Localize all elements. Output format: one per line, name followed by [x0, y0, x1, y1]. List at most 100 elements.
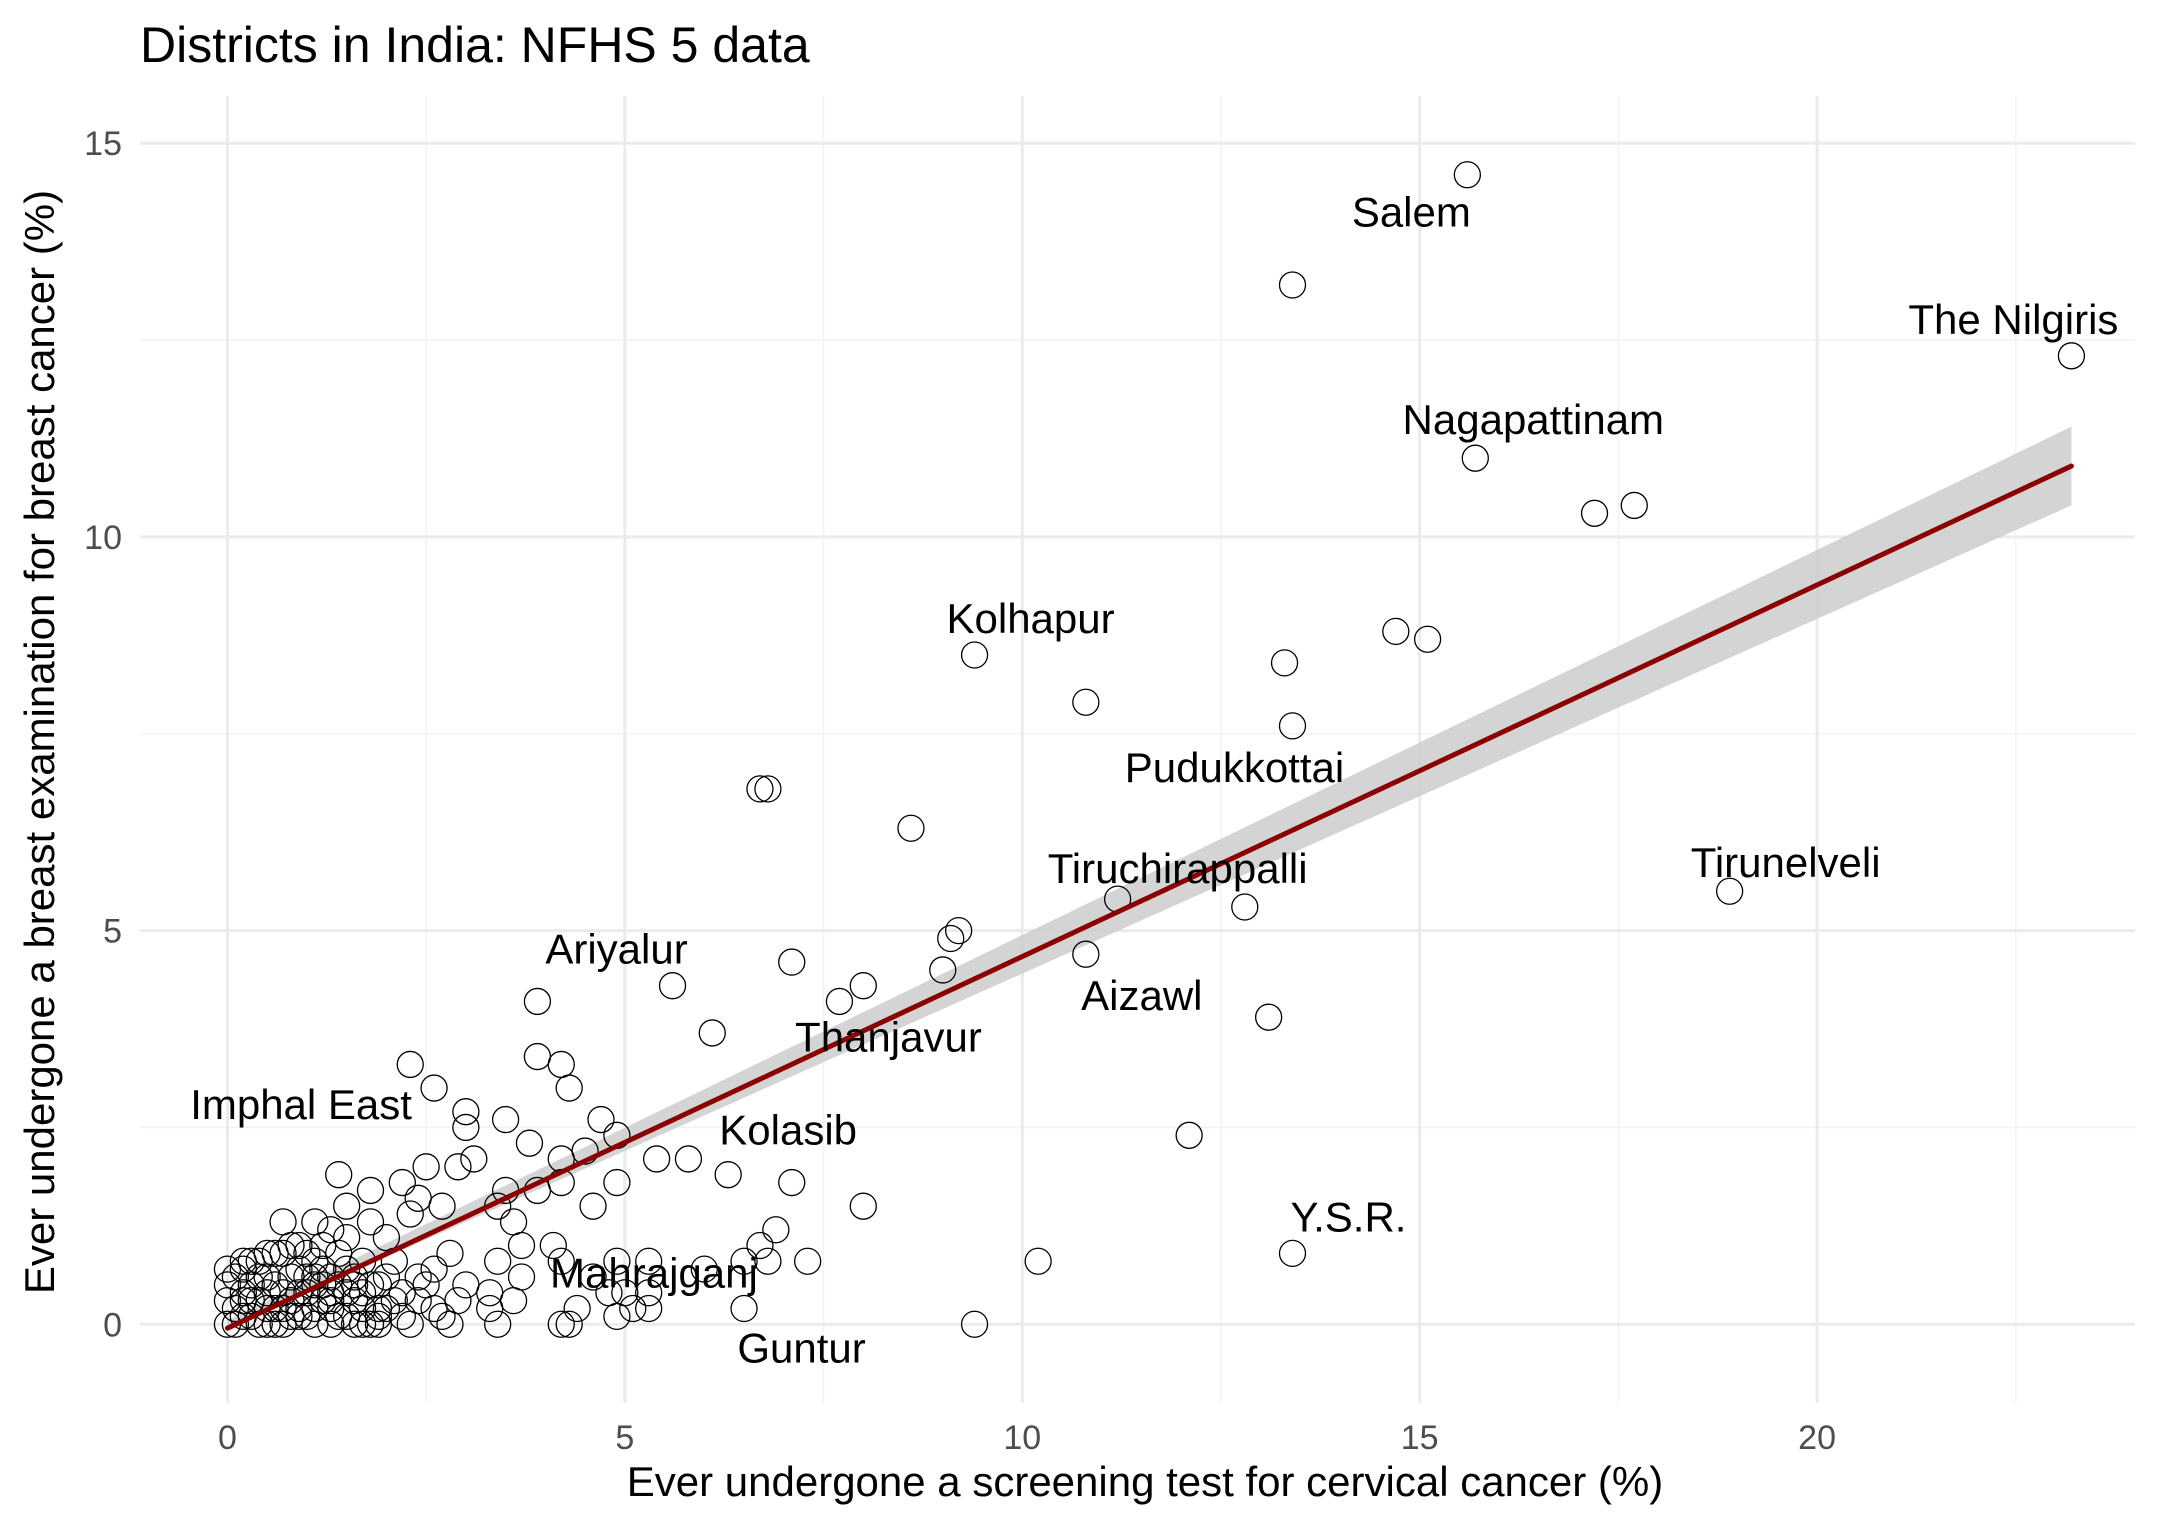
- point-label: Pudukkottai: [1125, 744, 1344, 791]
- x-tick-label: 20: [1798, 1419, 1836, 1457]
- data-point: [388, 1302, 416, 1331]
- point-label: The Nilgiris: [1908, 296, 2118, 343]
- data-point: [428, 1192, 456, 1220]
- point-label: Y.S.R.: [1291, 1193, 1407, 1240]
- data-point: [404, 1286, 432, 1315]
- data-point: [730, 1294, 758, 1323]
- point-label: Kolasib: [719, 1107, 857, 1154]
- data-point: [325, 1161, 353, 1189]
- data-point: [960, 641, 989, 669]
- data-point: [285, 1255, 313, 1283]
- data-point: [269, 1239, 297, 1268]
- data-point: [603, 1302, 631, 1331]
- data-point: [793, 1247, 822, 1275]
- data-point: [356, 1271, 385, 1299]
- data-point: [499, 1208, 528, 1236]
- data-point: [237, 1247, 265, 1275]
- confidence-band-layer: [227, 426, 2072, 1329]
- data-point: [523, 987, 552, 1016]
- data-point: [269, 1208, 297, 1236]
- data-point: [579, 1192, 607, 1220]
- point-label: Thanjavur: [795, 1013, 982, 1060]
- data-point: [420, 1255, 448, 1283]
- confidence-band: [227, 426, 2072, 1329]
- data-point: [356, 1208, 385, 1236]
- data-point: [507, 1263, 536, 1291]
- data-point: [396, 1050, 424, 1079]
- data-point: [253, 1239, 281, 1268]
- data-point: [229, 1247, 257, 1275]
- data-point: [730, 1247, 758, 1275]
- data-point: [444, 1153, 472, 1181]
- y-tick-label: 0: [103, 1306, 122, 1344]
- data-point: [372, 1294, 401, 1323]
- data-point: [285, 1231, 313, 1260]
- data-point: [619, 1294, 647, 1323]
- data-point: [213, 1255, 242, 1283]
- data-point: [825, 987, 854, 1016]
- data-point: [635, 1294, 663, 1323]
- data-point: [547, 1310, 575, 1338]
- data-point: [356, 1310, 385, 1338]
- data-point: [340, 1271, 369, 1299]
- x-tick-label: 10: [1003, 1419, 1041, 1457]
- data-point: [1254, 1003, 1283, 1031]
- data-point: [356, 1176, 385, 1205]
- y-tick-label: 15: [84, 125, 122, 163]
- data-point: [301, 1294, 329, 1323]
- data-point: [897, 814, 925, 842]
- data-point: [579, 1263, 607, 1291]
- data-point: [476, 1294, 504, 1323]
- point-label: Mahrajganj: [550, 1250, 758, 1297]
- y-tick-label: 5: [103, 913, 122, 951]
- data-point: [1413, 625, 1442, 653]
- data-point: [587, 1105, 615, 1134]
- data-point: [2057, 342, 2086, 370]
- data-point: [333, 1224, 361, 1252]
- data-point: [396, 1200, 424, 1228]
- grid: [140, 96, 2135, 1403]
- data-point: [372, 1263, 401, 1291]
- point-label: Salem: [1352, 189, 1471, 236]
- data-point: [746, 775, 774, 803]
- data-point: [484, 1247, 512, 1275]
- data-point: [484, 1310, 512, 1338]
- x-tick-label: 0: [218, 1419, 237, 1457]
- point-label: Tiruchirappalli: [1048, 845, 1308, 892]
- data-point: [348, 1279, 377, 1307]
- data-point: [428, 1302, 456, 1331]
- data-point: [960, 1310, 989, 1338]
- data-point: [261, 1310, 289, 1338]
- data-point: [333, 1192, 361, 1220]
- x-axis-title: Ever undergone a screening test for cerv…: [627, 1458, 1664, 1505]
- data-point: [746, 1231, 774, 1260]
- point-label: Ariyalur: [545, 926, 687, 973]
- data-point: [436, 1310, 464, 1338]
- data-point: [698, 1019, 726, 1047]
- data-point: [635, 1247, 663, 1275]
- data-point: [340, 1310, 369, 1338]
- data-point: [778, 1168, 806, 1197]
- data-point: [380, 1286, 408, 1315]
- point-labels-layer: Salem The Nilgiris Nagapattinam Kolhapur Pud…: [190, 189, 2118, 1372]
- data-point: [253, 1263, 281, 1291]
- data-point: [388, 1279, 416, 1307]
- x-tick-label: 15: [1401, 1419, 1439, 1457]
- data-point: [293, 1239, 321, 1268]
- y-axis-title: Ever undergone a breast examination for …: [16, 190, 63, 1294]
- data-point: [404, 1263, 432, 1291]
- data-point: [539, 1231, 567, 1260]
- data-point: [1278, 712, 1307, 740]
- data-point: [1278, 1239, 1307, 1268]
- data-point: [1382, 617, 1410, 646]
- data-point: [364, 1271, 393, 1299]
- data-point: [213, 1271, 242, 1299]
- data-point: [714, 1161, 742, 1189]
- data-point: [333, 1279, 361, 1307]
- point-label: Guntur: [737, 1324, 865, 1371]
- data-point: [325, 1239, 353, 1268]
- data-point: [333, 1255, 361, 1283]
- data-point: [1461, 444, 1489, 472]
